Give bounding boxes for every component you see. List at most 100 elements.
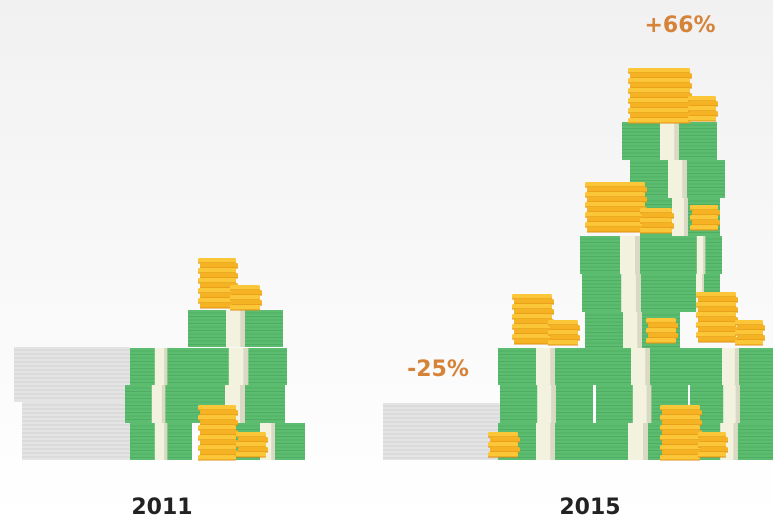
coin — [198, 415, 236, 420]
coin — [512, 324, 552, 329]
bill-band-shade — [164, 423, 168, 460]
coin — [198, 445, 236, 450]
bill-band-shade — [646, 385, 652, 423]
bill-band-shade — [734, 348, 739, 385]
coin — [200, 410, 238, 415]
bill-band-shade — [240, 385, 245, 423]
bill-band-shade — [243, 348, 249, 385]
coin — [628, 98, 690, 103]
coin — [698, 297, 738, 302]
coin — [550, 325, 580, 330]
coin — [642, 223, 674, 228]
coin — [640, 228, 672, 233]
coin — [662, 410, 702, 415]
coin — [514, 329, 554, 334]
coin — [696, 332, 736, 337]
bill-band-shade — [703, 236, 706, 274]
coin — [198, 425, 236, 430]
coin — [690, 205, 718, 210]
bill-band-shade — [637, 312, 642, 348]
bill-band-shade — [635, 274, 641, 312]
coin — [630, 73, 692, 78]
coin — [587, 197, 647, 202]
coin — [512, 314, 552, 319]
coin — [200, 450, 238, 455]
coin — [696, 292, 736, 297]
coin — [514, 339, 554, 344]
coin — [514, 299, 554, 304]
coin — [660, 455, 700, 460]
coin — [628, 88, 690, 93]
coin — [512, 304, 552, 309]
coin — [490, 447, 520, 452]
coin — [628, 68, 690, 73]
coin — [692, 210, 720, 215]
coin — [737, 325, 765, 330]
coin — [690, 225, 718, 230]
coin — [660, 435, 700, 440]
coin — [585, 212, 645, 217]
coin — [198, 455, 236, 460]
bill-band-shade — [733, 423, 738, 460]
coin — [230, 305, 260, 310]
bill-band-shade — [635, 236, 640, 274]
coin — [735, 330, 763, 335]
coin — [236, 442, 266, 447]
coin — [696, 312, 736, 317]
bill-band-shade — [735, 385, 740, 423]
coin — [488, 452, 518, 457]
coin — [698, 452, 726, 457]
coin — [587, 207, 647, 212]
bill-band-shade — [550, 348, 555, 385]
coin — [690, 215, 718, 220]
coin — [548, 320, 578, 325]
decrease-label: -25% — [407, 357, 469, 382]
coin — [585, 222, 645, 227]
coin — [587, 217, 647, 222]
coin — [198, 405, 236, 410]
coin — [696, 322, 736, 327]
coin — [640, 208, 672, 213]
coin — [587, 227, 647, 232]
coin — [550, 335, 580, 340]
coin — [490, 437, 520, 442]
coin — [646, 318, 676, 323]
coin — [698, 432, 726, 437]
bill-band-shade — [645, 348, 650, 385]
coin — [230, 285, 260, 290]
coin — [548, 330, 578, 335]
coin — [585, 182, 645, 187]
coin — [696, 302, 736, 307]
coin — [200, 430, 238, 435]
coin — [628, 78, 690, 83]
increase-label: +66% — [644, 13, 715, 38]
coin — [646, 328, 676, 333]
coin — [232, 300, 262, 305]
coin — [648, 323, 678, 328]
coin — [642, 213, 674, 218]
coin — [660, 425, 700, 430]
bill-band-shade — [674, 122, 679, 160]
coin — [662, 440, 702, 445]
coin — [688, 106, 716, 111]
coin — [698, 307, 738, 312]
coin — [514, 319, 554, 324]
coin — [200, 263, 238, 268]
coin — [735, 320, 763, 325]
coin — [200, 420, 238, 425]
coin — [585, 202, 645, 207]
coin — [200, 293, 238, 298]
coin — [646, 338, 676, 343]
coin — [737, 335, 765, 340]
coin — [630, 113, 692, 118]
coin — [488, 432, 518, 437]
coin — [628, 108, 690, 113]
coin — [236, 452, 266, 457]
bill-band-shade — [240, 310, 245, 347]
coin — [198, 278, 236, 283]
coin — [688, 116, 716, 121]
money-art — [14, 68, 773, 461]
bill-band-shade — [271, 423, 275, 460]
coin — [698, 327, 738, 332]
